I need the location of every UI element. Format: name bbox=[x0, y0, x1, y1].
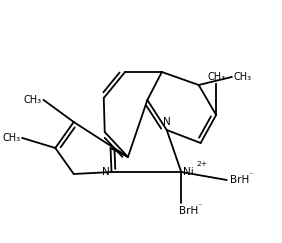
Text: BrH: BrH bbox=[230, 175, 249, 185]
Text: CH₃: CH₃ bbox=[24, 95, 42, 105]
Text: BrH: BrH bbox=[179, 206, 199, 216]
Text: N: N bbox=[163, 117, 171, 127]
Text: ⁻: ⁻ bbox=[248, 171, 252, 180]
Text: N: N bbox=[102, 167, 110, 177]
Text: 2+: 2+ bbox=[197, 161, 208, 167]
Text: CH₃: CH₃ bbox=[207, 72, 225, 82]
Text: ⁻: ⁻ bbox=[198, 201, 202, 210]
Text: Ni: Ni bbox=[183, 167, 194, 177]
Text: CH₃: CH₃ bbox=[2, 133, 21, 143]
Text: CH₃: CH₃ bbox=[233, 72, 252, 82]
